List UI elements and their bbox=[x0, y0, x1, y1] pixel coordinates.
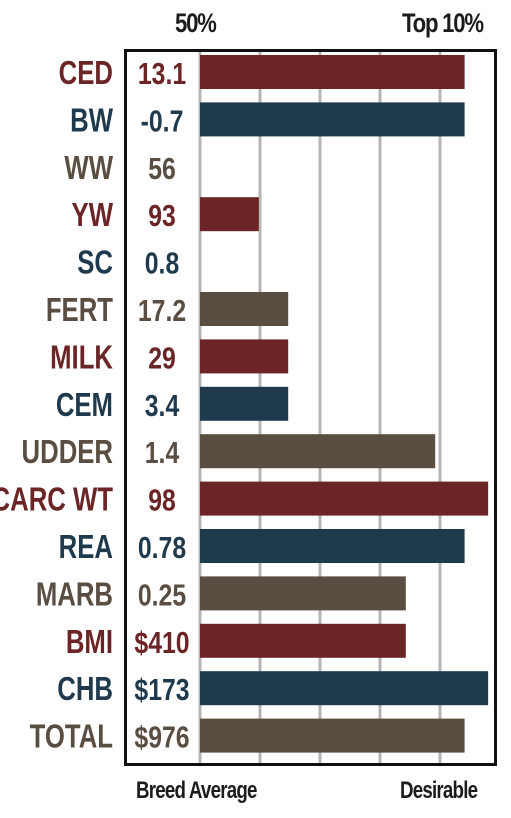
category-label-udder: UDDER bbox=[22, 434, 113, 471]
bar-fert bbox=[200, 292, 289, 326]
bar-rea bbox=[200, 529, 465, 563]
category-label-yw: YW bbox=[72, 197, 114, 234]
header-50-percent: 50% bbox=[175, 8, 217, 38]
category-label-chb: CHB bbox=[57, 671, 113, 708]
value-label-bw: -0.7 bbox=[141, 104, 184, 138]
bar-milk bbox=[200, 339, 289, 374]
category-label-sc: SC bbox=[77, 245, 113, 282]
bar-udder bbox=[200, 434, 436, 469]
category-label-rea: REA bbox=[59, 529, 113, 566]
value-label-carc-wt: 98 bbox=[148, 483, 176, 517]
bar-chb bbox=[200, 671, 489, 706]
value-label-sc: 0.8 bbox=[145, 246, 179, 280]
value-label-yw: 93 bbox=[148, 199, 176, 233]
value-label-ww: 56 bbox=[148, 151, 176, 185]
bar-bmi bbox=[200, 623, 406, 658]
header-top-10-percent: Top 10% bbox=[402, 8, 484, 38]
footer-breed-average: Breed Average bbox=[136, 777, 257, 804]
category-label-bw: BW bbox=[70, 102, 113, 139]
value-label-milk: 29 bbox=[148, 341, 176, 375]
value-label-udder: 1.4 bbox=[145, 436, 180, 470]
value-label-marb: 0.25 bbox=[138, 578, 186, 612]
value-label-chb: $173 bbox=[134, 673, 189, 707]
bar-yw bbox=[200, 197, 259, 232]
value-label-bmi: $410 bbox=[134, 625, 189, 659]
category-label-carc-wt: CARC WT bbox=[0, 482, 113, 519]
bar-total bbox=[200, 718, 465, 753]
value-label-cem: 3.4 bbox=[145, 388, 180, 422]
bar-carc-wt bbox=[200, 481, 489, 516]
bar-bw bbox=[200, 102, 465, 137]
category-label-ww: WW bbox=[64, 150, 113, 187]
bar-ced bbox=[200, 55, 465, 89]
category-label-milk: MILK bbox=[50, 339, 113, 376]
footer-desirable: Desirable bbox=[400, 777, 478, 804]
bar-cem bbox=[200, 386, 289, 421]
value-label-total: $976 bbox=[134, 720, 189, 754]
category-label-marb: MARB bbox=[36, 576, 113, 613]
value-label-ced: 13.1 bbox=[138, 56, 186, 90]
value-label-fert: 17.2 bbox=[138, 293, 186, 327]
category-label-ced: CED bbox=[59, 55, 113, 92]
bar-marb bbox=[200, 576, 406, 611]
category-label-total: TOTAL bbox=[30, 719, 113, 756]
category-label-cem: CEM bbox=[56, 387, 113, 424]
category-label-bmi: BMI bbox=[66, 624, 113, 661]
chart-frame bbox=[124, 49, 497, 766]
category-label-fert: FERT bbox=[46, 292, 113, 329]
value-label-rea: 0.78 bbox=[138, 530, 186, 564]
